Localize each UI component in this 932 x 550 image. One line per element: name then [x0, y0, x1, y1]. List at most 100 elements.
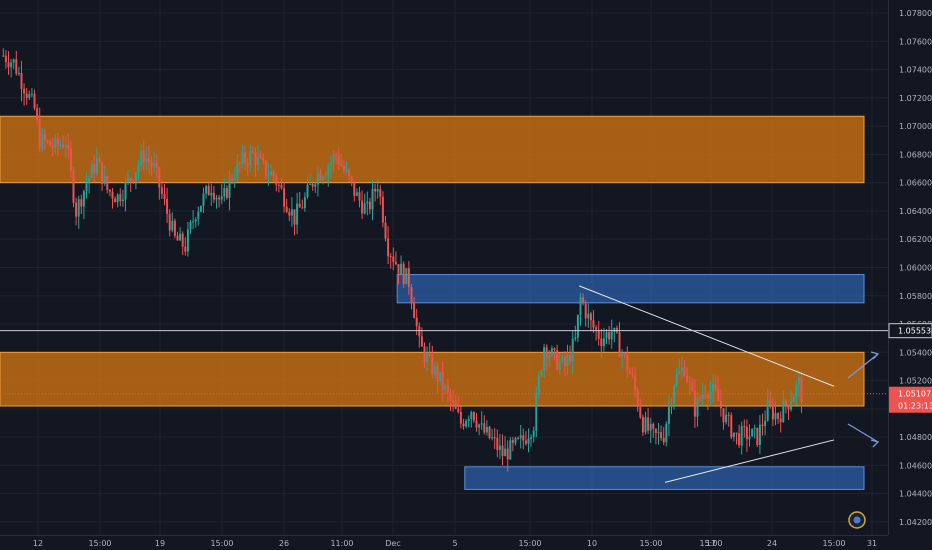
candle-body — [535, 393, 538, 431]
candle-body — [641, 417, 644, 433]
candle-body — [454, 402, 457, 409]
time-axis[interactable]: 12 15:00 19 15:00 26 11:00 Dec 5 15:00 10 15:00 171… — [33, 539, 877, 548]
candle-body — [82, 190, 85, 207]
candle-body — [613, 327, 616, 332]
candle-body — [797, 377, 800, 385]
candle-body — [54, 138, 57, 148]
candle-body — [358, 192, 361, 201]
candle-body — [493, 437, 496, 439]
candle-body — [340, 164, 343, 166]
candle-body — [114, 198, 117, 203]
arrow-up — [847, 353, 879, 379]
candle-body — [387, 238, 390, 257]
candle-body — [587, 313, 590, 319]
candle-body — [444, 386, 447, 390]
candle-body — [571, 338, 574, 362]
candle-body — [246, 162, 249, 166]
candle-body — [644, 417, 647, 433]
candle-body — [769, 400, 772, 406]
candle-body — [792, 396, 795, 403]
candle-body — [667, 407, 670, 424]
candle-body — [212, 192, 215, 200]
candle-body — [272, 171, 275, 177]
candle-body — [46, 140, 49, 142]
candle-body — [758, 424, 761, 445]
candle-body — [215, 197, 218, 200]
candle-body — [678, 370, 681, 374]
y-tick-label: 1.07000 — [899, 122, 932, 131]
candle-body — [15, 59, 18, 74]
candle-body — [654, 428, 657, 433]
candle-body — [701, 394, 704, 400]
candle-body — [350, 176, 353, 182]
candle-body — [766, 400, 769, 421]
candle-body — [470, 412, 473, 419]
candle-body — [478, 424, 481, 428]
candle-body — [592, 320, 595, 328]
candle-body — [704, 394, 707, 396]
candle-body — [51, 145, 54, 148]
candle-body — [285, 206, 288, 212]
candle-body — [784, 400, 787, 407]
candle-body — [231, 178, 234, 181]
candle-body — [30, 93, 33, 95]
y-tick-label: 1.05200 — [899, 377, 932, 386]
x-tick-label: 15:00 — [699, 539, 722, 548]
x-tick-label: 10 — [587, 539, 597, 548]
projection-arrows — [847, 351, 880, 448]
candle-body — [426, 353, 429, 362]
candle-body — [420, 336, 423, 347]
candle-body — [62, 144, 65, 148]
candle-body — [735, 432, 738, 434]
candle-body — [218, 197, 221, 200]
candle-body — [33, 93, 36, 109]
candle-body — [618, 332, 621, 357]
candle-body — [777, 413, 780, 419]
candle-body — [787, 406, 790, 410]
candle-body — [706, 394, 709, 399]
x-tick-label: 11:00 — [330, 539, 353, 548]
candle-body — [527, 438, 530, 444]
candle-body — [64, 144, 67, 148]
candle-body — [145, 157, 148, 162]
candle-body — [405, 268, 408, 285]
candle-body — [189, 222, 192, 230]
candle-body — [137, 165, 140, 173]
candle-body — [319, 173, 322, 181]
candle-body — [530, 437, 533, 439]
candle-body — [537, 375, 540, 394]
candle-body — [59, 144, 62, 146]
candle-body — [452, 400, 455, 403]
candle-body — [210, 192, 213, 196]
candle-body — [589, 313, 592, 321]
y-tick-label: 1.06800 — [899, 150, 932, 159]
candle-body — [602, 338, 605, 347]
candle-body — [472, 412, 475, 421]
candle-body — [790, 402, 793, 410]
arrow-down-head — [870, 439, 880, 448]
candle-body — [368, 201, 371, 210]
candle-body — [605, 332, 608, 339]
y-tick-label: 1.07800 — [899, 9, 932, 18]
y-tick-label: 1.04400 — [899, 490, 932, 499]
candle-body — [436, 366, 439, 382]
candle-body — [363, 203, 366, 214]
candle-body — [181, 233, 184, 247]
candle-body — [397, 264, 400, 275]
candle-body — [449, 392, 452, 401]
candle-body — [249, 151, 252, 166]
current-price-label: 1.05107 — [898, 390, 931, 399]
candle-body — [119, 194, 122, 202]
candle-body — [374, 188, 377, 192]
candle-body — [610, 331, 613, 340]
candle-body — [738, 433, 741, 446]
candle-body — [423, 346, 426, 362]
candle-body — [293, 209, 296, 225]
candle-body — [116, 194, 119, 203]
candle-body — [20, 73, 23, 89]
candle-body — [400, 263, 403, 275]
candle-body — [275, 176, 278, 185]
candle-body — [303, 197, 306, 209]
y-tick-label: 1.07400 — [899, 66, 932, 75]
